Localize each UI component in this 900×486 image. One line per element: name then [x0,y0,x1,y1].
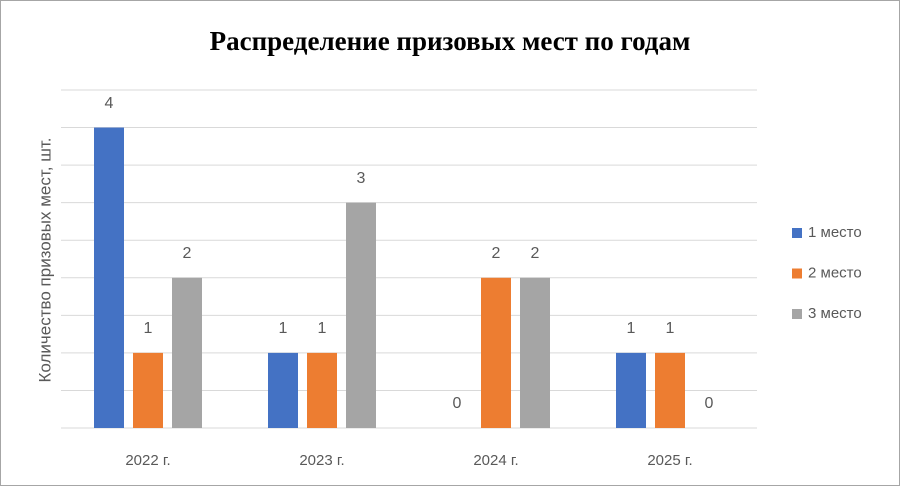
x-tick-label: 2023 г. [299,452,344,469]
legend-swatch [792,268,802,279]
bar [655,352,685,428]
legend-label: 1 место [808,224,862,241]
data-label: 1 [627,320,636,337]
data-label: 2 [492,245,501,262]
data-label: 0 [453,395,462,412]
chart-title: Распределение призовых мест по годам [210,26,691,56]
bar [481,277,511,428]
data-label: 2 [183,245,192,262]
bar [346,202,376,428]
data-label: 3 [357,170,366,187]
legend-label: 2 место [808,264,862,281]
x-tick-label: 2022 г. [125,452,170,469]
legend-swatch [792,228,802,238]
x-tick-label: 2025 г. [647,452,692,469]
bar [520,277,550,428]
data-label: 1 [279,320,288,337]
data-label: 0 [705,395,714,412]
bar [307,352,337,428]
legend-swatch [792,309,802,319]
data-label: 2 [531,245,540,262]
legend-label: 3 место [808,305,862,322]
bar [172,277,202,428]
bar [133,352,163,428]
bar [268,352,298,428]
y-axis-label: Количество призовых мест, шт. [35,138,54,383]
data-label: 1 [144,320,153,337]
data-label: 4 [105,95,114,112]
data-label: 1 [318,320,327,337]
data-label: 1 [666,320,675,337]
x-tick-label: 2024 г. [473,452,518,469]
bar [616,352,646,428]
bar [94,127,124,429]
